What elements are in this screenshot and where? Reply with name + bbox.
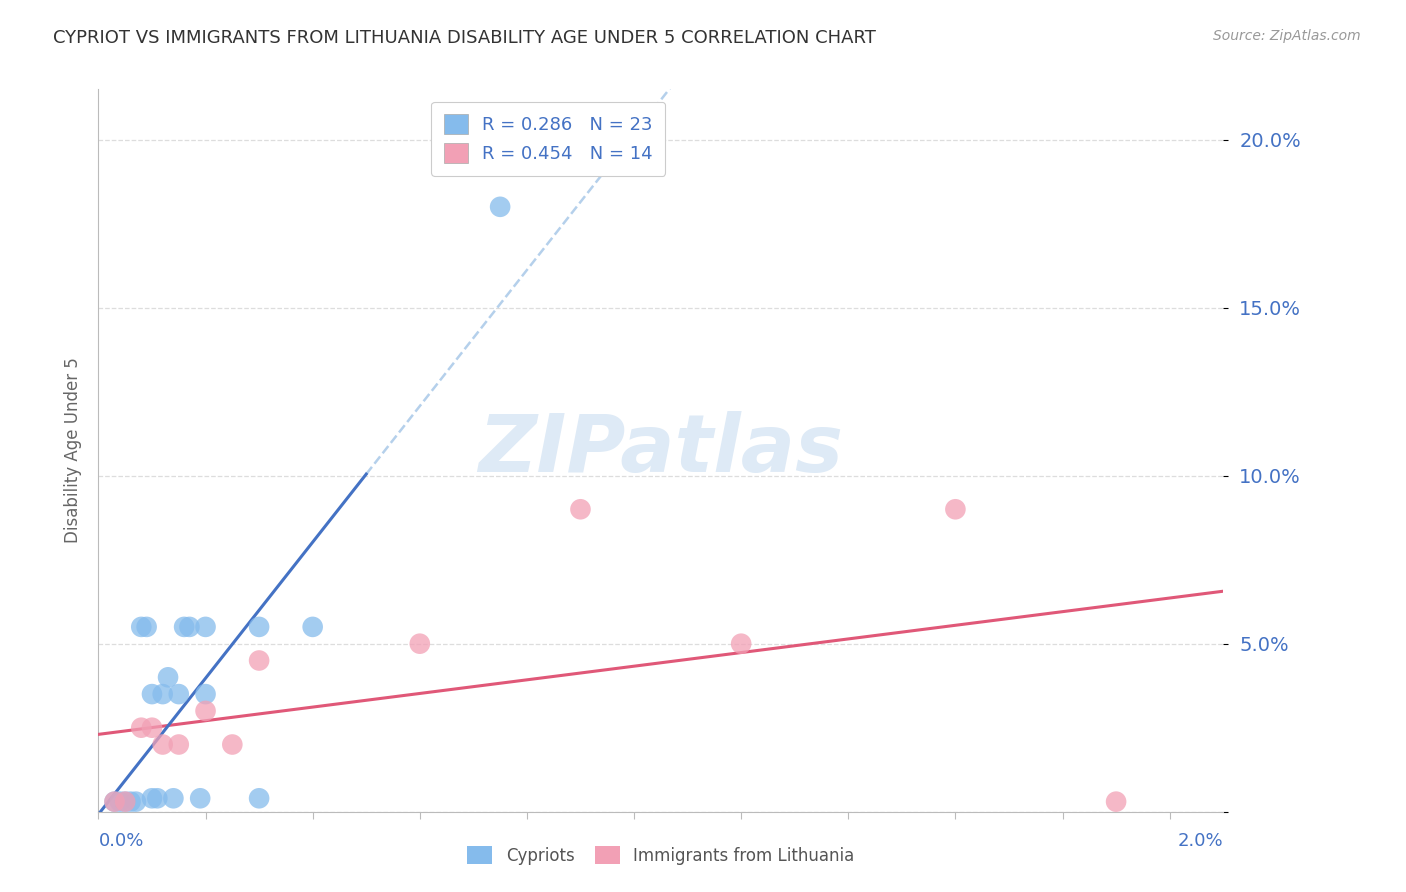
Point [945,502,967,516]
Text: CYPRIOT VS IMMIGRANTS FROM LITHUANIA DISABILITY AGE UNDER 5 CORRELATION CHART: CYPRIOT VS IMMIGRANTS FROM LITHUANIA DIS… [53,29,876,46]
Point [194,687,217,701]
Point [108,795,131,809]
Point [152,738,174,752]
Point [135,620,157,634]
Point [103,795,125,809]
Point [188,791,211,805]
Point [179,620,201,634]
Point [194,704,217,718]
Text: 0.0%: 0.0% [98,832,143,850]
Legend: R = 0.286   N = 23, R = 0.454   N = 14: R = 0.286 N = 23, R = 0.454 N = 14 [432,102,665,176]
Point [194,620,217,634]
Point [247,791,270,805]
Point [114,795,136,809]
Point [409,637,432,651]
Point [247,653,270,667]
Point [141,721,163,735]
Point [120,795,142,809]
Point [247,620,270,634]
Point [141,791,163,805]
Point [146,791,169,805]
Point [152,687,174,701]
Point [167,738,190,752]
Text: ZIPatlas: ZIPatlas [478,411,844,490]
Text: 2.0%: 2.0% [1178,832,1223,850]
Point [569,502,592,516]
Point [125,795,148,809]
Point [301,620,323,634]
Point [730,637,752,651]
Legend: Cypriots, Immigrants from Lithuania: Cypriots, Immigrants from Lithuania [460,838,862,873]
Point [162,791,184,805]
Point [157,670,180,684]
Point [141,687,163,701]
Point [114,795,136,809]
Point [489,200,512,214]
Point [129,620,152,634]
Point [129,721,152,735]
Point [103,795,125,809]
Text: Source: ZipAtlas.com: Source: ZipAtlas.com [1213,29,1361,43]
Point [173,620,195,634]
Point [1105,795,1128,809]
Y-axis label: Disability Age Under 5: Disability Age Under 5 [63,358,82,543]
Point [167,687,190,701]
Point [221,738,243,752]
